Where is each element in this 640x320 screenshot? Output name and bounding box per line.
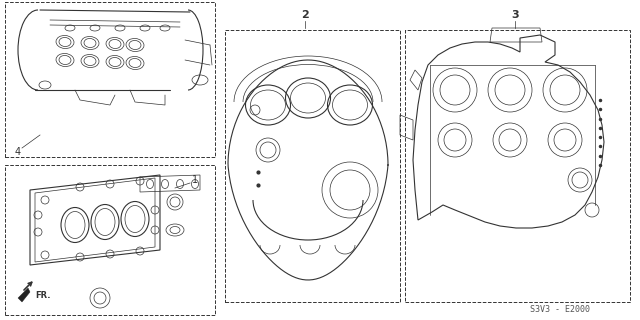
FancyArrowPatch shape bbox=[24, 282, 32, 290]
Text: FR.: FR. bbox=[35, 292, 51, 300]
Polygon shape bbox=[18, 288, 30, 302]
Text: 4: 4 bbox=[15, 147, 21, 157]
Text: S3V3 - E2000: S3V3 - E2000 bbox=[530, 306, 590, 315]
Text: 3: 3 bbox=[511, 10, 519, 20]
Text: 1: 1 bbox=[192, 175, 198, 185]
Text: 2: 2 bbox=[301, 10, 309, 20]
